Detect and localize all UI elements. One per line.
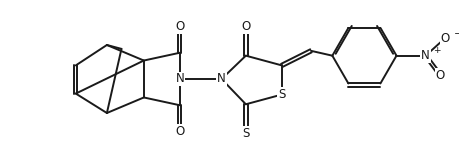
Text: O: O <box>439 32 449 45</box>
Text: S: S <box>241 127 249 140</box>
Text: +: + <box>432 46 440 55</box>
Text: N: N <box>217 73 225 85</box>
Text: N: N <box>175 73 184 85</box>
Text: O: O <box>175 20 184 33</box>
Text: O: O <box>175 125 184 138</box>
Text: S: S <box>278 88 285 101</box>
Text: O: O <box>241 20 250 33</box>
Text: O: O <box>435 69 444 82</box>
Text: N: N <box>420 49 429 62</box>
Text: −: − <box>453 29 459 39</box>
